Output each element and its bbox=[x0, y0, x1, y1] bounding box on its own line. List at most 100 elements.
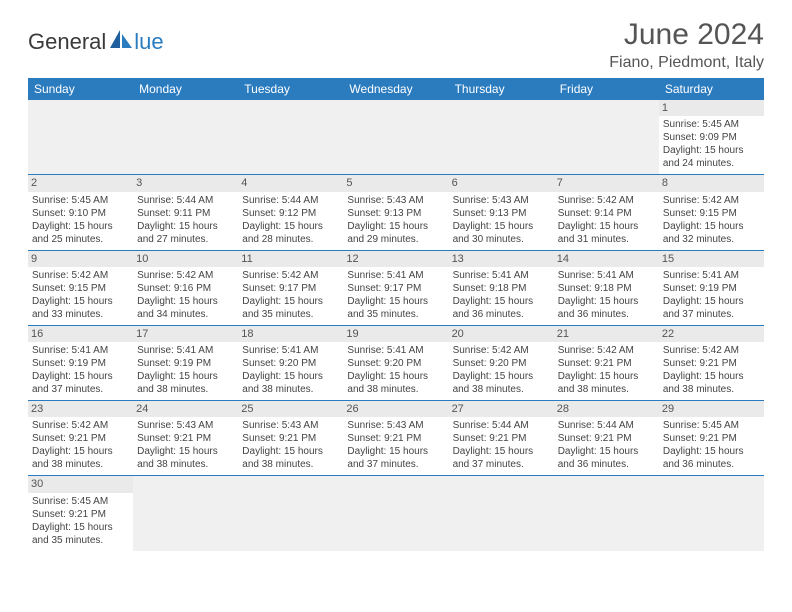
day-number: 25 bbox=[238, 401, 343, 417]
day-number: 2 bbox=[28, 175, 133, 191]
logo-text-general: General bbox=[28, 29, 106, 55]
day-number: 30 bbox=[28, 476, 133, 492]
daylight-line: Daylight: 15 hours and 35 minutes. bbox=[32, 521, 129, 547]
calendar-cell: 2Sunrise: 5:45 AMSunset: 9:10 PMDaylight… bbox=[28, 175, 133, 250]
daylight-line: Daylight: 15 hours and 32 minutes. bbox=[663, 220, 760, 246]
calendar-cell: 1Sunrise: 5:45 AMSunset: 9:09 PMDaylight… bbox=[659, 100, 764, 175]
sunrise-line: Sunrise: 5:42 AM bbox=[32, 269, 129, 282]
daylight-line: Daylight: 15 hours and 38 minutes. bbox=[453, 370, 550, 396]
calendar-cell bbox=[28, 100, 133, 175]
day-number: 4 bbox=[238, 175, 343, 191]
daylight-line: Daylight: 15 hours and 37 minutes. bbox=[32, 370, 129, 396]
calendar-cell bbox=[238, 476, 343, 551]
calendar-cell: 5 Sunrise: 5:43 AMSunset: 9:13 PMDaylight… bbox=[343, 175, 448, 250]
calendar-table: Sunday Monday Tuesday Wednesday Thursday… bbox=[28, 78, 764, 551]
sunset-line: Sunset: 9:21 PM bbox=[663, 357, 760, 370]
sunrise-line: Sunrise: 5:41 AM bbox=[558, 269, 655, 282]
calendar-cell: 21Sunrise: 5:42 AMSunset: 9:21 PMDayligh… bbox=[554, 325, 659, 400]
month-title: June 2024 bbox=[609, 18, 764, 52]
daylight-line: Daylight: 15 hours and 34 minutes. bbox=[137, 295, 234, 321]
calendar-cell: 17Sunrise: 5:41 AMSunset: 9:19 PMDayligh… bbox=[133, 325, 238, 400]
day-number: 10 bbox=[133, 251, 238, 267]
calendar-cell: 11Sunrise: 5:42 AMSunset: 9:17 PMDayligh… bbox=[238, 250, 343, 325]
header: General lue June 2024 Fiano, Piedmont, I… bbox=[28, 18, 764, 72]
weekday-header: Thursday bbox=[449, 78, 554, 100]
weekday-header: Sunday bbox=[28, 78, 133, 100]
sunrise-line: Sunrise: 5:41 AM bbox=[453, 269, 550, 282]
sunset-line: Sunset: 9:14 PM bbox=[558, 207, 655, 220]
calendar-cell: 27Sunrise: 5:44 AMSunset: 9:21 PMDayligh… bbox=[449, 401, 554, 476]
calendar-cell: 6Sunrise: 5:43 AMSunset: 9:13 PMDaylight… bbox=[449, 175, 554, 250]
sunset-line: Sunset: 9:19 PM bbox=[137, 357, 234, 370]
sunrise-line: Sunrise: 5:42 AM bbox=[242, 269, 339, 282]
logo: General lue bbox=[28, 18, 164, 55]
daylight-line: Daylight: 15 hours and 38 minutes. bbox=[347, 370, 444, 396]
day-number: 28 bbox=[554, 401, 659, 417]
sunset-line: Sunset: 9:13 PM bbox=[347, 207, 444, 220]
sunrise-line: Sunrise: 5:42 AM bbox=[137, 269, 234, 282]
sunset-line: Sunset: 9:09 PM bbox=[663, 131, 760, 144]
calendar-cell: 24 Sunrise: 5:43 AMSunset: 9:21 PMDayligh… bbox=[133, 401, 238, 476]
day-number: 20 bbox=[449, 326, 554, 342]
sunrise-line: Sunrise: 5:43 AM bbox=[347, 194, 444, 207]
daylight-line: Daylight: 15 hours and 27 minutes. bbox=[137, 220, 234, 246]
calendar-cell: 9Sunrise: 5:42 AMSunset: 9:15 PMDaylight… bbox=[28, 250, 133, 325]
daylight-line: Daylight: 15 hours and 28 minutes. bbox=[242, 220, 339, 246]
calendar-cell bbox=[133, 100, 238, 175]
sunset-line: Sunset: 9:11 PM bbox=[137, 207, 234, 220]
sunrise-line: Sunrise: 5:41 AM bbox=[137, 344, 234, 357]
sunset-line: Sunset: 9:21 PM bbox=[453, 432, 550, 445]
sunrise-line: Sunrise: 5:44 AM bbox=[558, 419, 655, 432]
daylight-line: Daylight: 15 hours and 38 minutes. bbox=[137, 445, 234, 471]
calendar-cell bbox=[238, 100, 343, 175]
day-number: 14 bbox=[554, 251, 659, 267]
day-number: 26 bbox=[343, 401, 448, 417]
daylight-line: Daylight: 15 hours and 37 minutes. bbox=[663, 295, 760, 321]
day-number: 13 bbox=[449, 251, 554, 267]
calendar-cell: 23Sunrise: 5:42 AMSunset: 9:21 PMDayligh… bbox=[28, 401, 133, 476]
calendar-cell: 28 Sunrise: 5:44 AMSunset: 9:21 PMDayligh… bbox=[554, 401, 659, 476]
calendar-cell bbox=[343, 476, 448, 551]
sunrise-line: Sunrise: 5:44 AM bbox=[137, 194, 234, 207]
day-number: 1 bbox=[659, 100, 764, 116]
calendar-cell: 3Sunrise: 5:44 AMSunset: 9:11 PMDaylight… bbox=[133, 175, 238, 250]
weekday-header: Monday bbox=[133, 78, 238, 100]
daylight-line: Daylight: 15 hours and 38 minutes. bbox=[242, 370, 339, 396]
day-number: 23 bbox=[28, 401, 133, 417]
day-number: 15 bbox=[659, 251, 764, 267]
daylight-line: Daylight: 15 hours and 29 minutes. bbox=[347, 220, 444, 246]
calendar-header-row: Sunday Monday Tuesday Wednesday Thursday… bbox=[28, 78, 764, 100]
daylight-line: Daylight: 15 hours and 30 minutes. bbox=[453, 220, 550, 246]
logo-text-blue: lue bbox=[134, 29, 163, 55]
sunset-line: Sunset: 9:21 PM bbox=[558, 432, 655, 445]
sunset-line: Sunset: 9:19 PM bbox=[663, 282, 760, 295]
calendar-cell: 26Sunrise: 5:43 AMSunset: 9:21 PMDayligh… bbox=[343, 401, 448, 476]
sunset-line: Sunset: 9:21 PM bbox=[32, 432, 129, 445]
sunrise-line: Sunrise: 5:45 AM bbox=[663, 419, 760, 432]
sunrise-line: Sunrise: 5:43 AM bbox=[453, 194, 550, 207]
day-number: 5 bbox=[343, 175, 448, 191]
weekday-header: Tuesday bbox=[238, 78, 343, 100]
sunset-line: Sunset: 9:18 PM bbox=[453, 282, 550, 295]
sunrise-line: Sunrise: 5:43 AM bbox=[347, 419, 444, 432]
calendar-cell: 12Sunrise: 5:41 AMSunset: 9:17 PMDayligh… bbox=[343, 250, 448, 325]
day-number: 11 bbox=[238, 251, 343, 267]
day-number: 24 bbox=[133, 401, 238, 417]
day-number: 19 bbox=[343, 326, 448, 342]
calendar-cell: 20Sunrise: 5:42 AMSunset: 9:20 PMDayligh… bbox=[449, 325, 554, 400]
sunrise-line: Sunrise: 5:41 AM bbox=[32, 344, 129, 357]
day-number: 12 bbox=[343, 251, 448, 267]
calendar-cell bbox=[449, 476, 554, 551]
sunset-line: Sunset: 9:17 PM bbox=[242, 282, 339, 295]
sunrise-line: Sunrise: 5:43 AM bbox=[137, 419, 234, 432]
daylight-line: Daylight: 15 hours and 36 minutes. bbox=[453, 295, 550, 321]
sunset-line: Sunset: 9:21 PM bbox=[137, 432, 234, 445]
sunrise-line: Sunrise: 5:42 AM bbox=[663, 344, 760, 357]
sunrise-line: Sunrise: 5:41 AM bbox=[242, 344, 339, 357]
sunrise-line: Sunrise: 5:42 AM bbox=[663, 194, 760, 207]
sunrise-line: Sunrise: 5:45 AM bbox=[32, 194, 129, 207]
sunset-line: Sunset: 9:15 PM bbox=[663, 207, 760, 220]
weekday-header: Saturday bbox=[659, 78, 764, 100]
day-number: 21 bbox=[554, 326, 659, 342]
daylight-line: Daylight: 15 hours and 36 minutes. bbox=[558, 445, 655, 471]
